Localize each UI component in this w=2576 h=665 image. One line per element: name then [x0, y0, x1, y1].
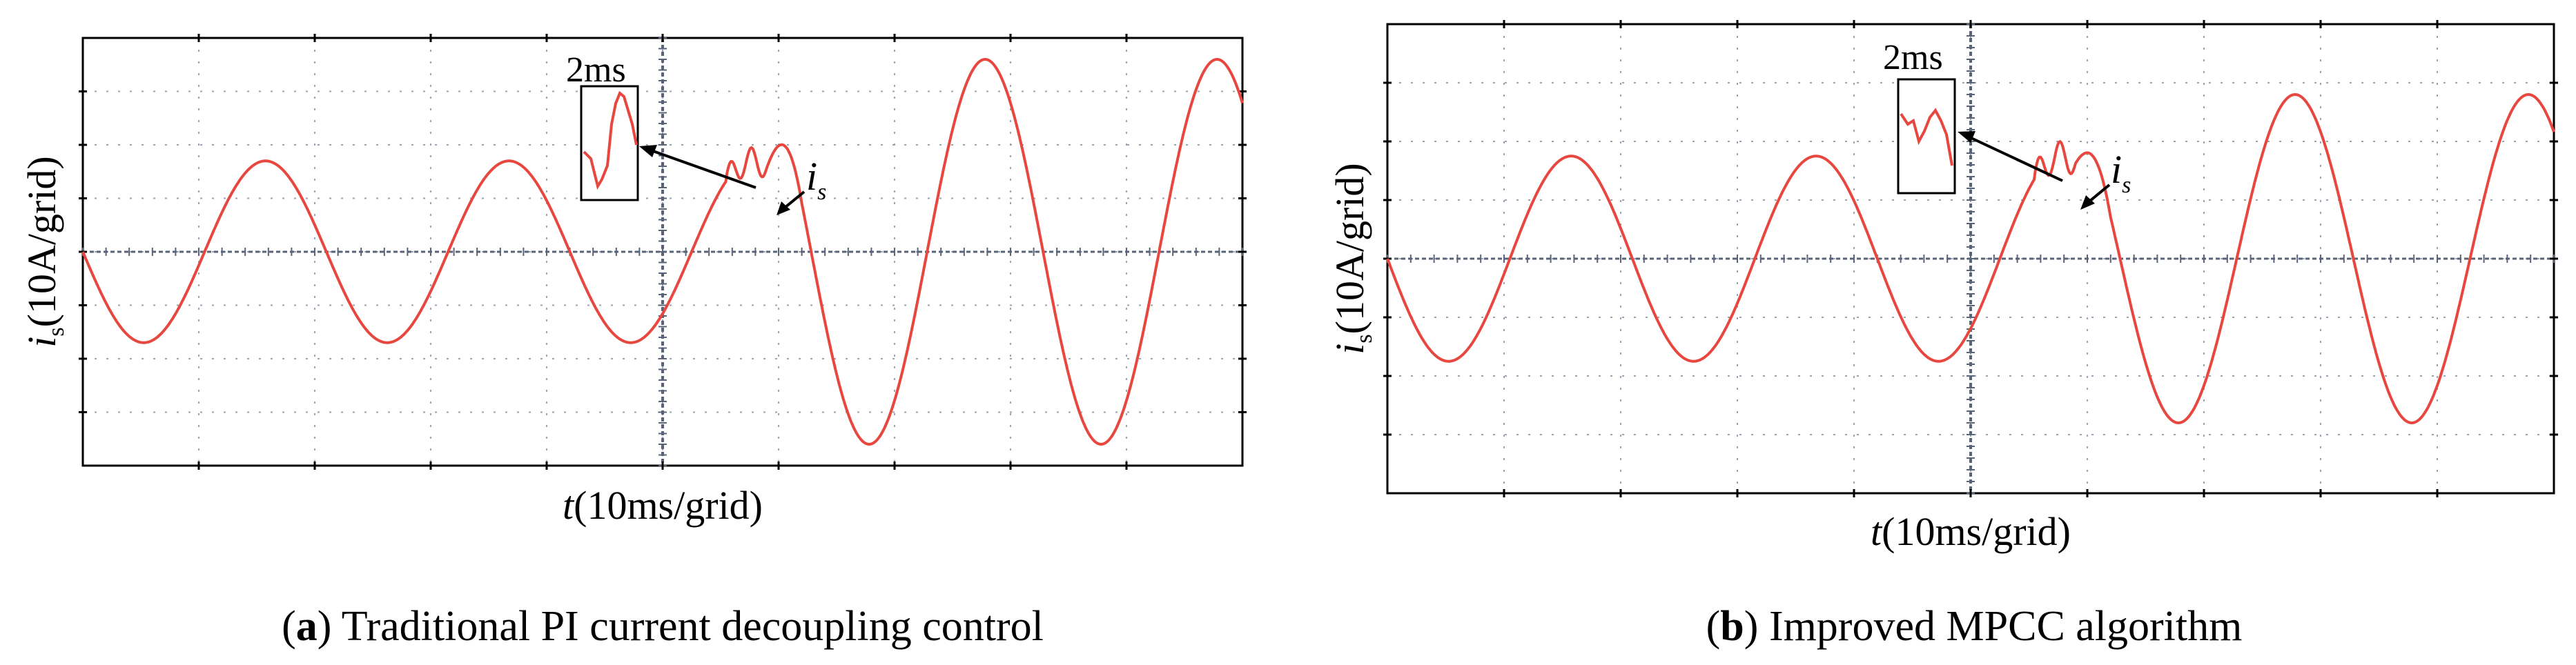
panel-a-grid: [79, 34, 1247, 470]
panel-b: 2ms is t(10ms/grid) is(10A/grid) (b) Imp…: [1327, 20, 2558, 650]
panel-b-inset-arrow: [1963, 133, 2063, 182]
panel-b-annotation: is: [1958, 131, 2131, 210]
panel-b-trace: [1386, 93, 2555, 424]
panel-a-inset-arrowhead: [639, 145, 657, 157]
panel-b-is-arrowhead: [2080, 195, 2095, 210]
panel-a-is-label: is: [806, 154, 826, 205]
panel-b-inset-trace: [1900, 108, 1953, 166]
panel-a-annotation: is: [639, 145, 826, 215]
panel-b-xlabel: t(10ms/grid): [1871, 509, 2071, 554]
panel-a-inset-label: 2ms: [566, 50, 626, 90]
panel-b-inset-box: [1897, 78, 1956, 195]
panel-a-current-trace: [81, 58, 1244, 446]
panel-b-inset: 2ms: [1883, 38, 1956, 195]
panel-b-current-trace: [1386, 93, 2555, 424]
panel-a-inset-trace: [583, 90, 638, 190]
panel-a-inset-arrow: [645, 147, 757, 189]
panel-a-is-arrowhead: [777, 201, 790, 215]
panel-b-inset-arrowhead: [1958, 131, 1975, 143]
panel-b-is-label: is: [2111, 147, 2131, 198]
panel-a-ylabel: is(10A/grid): [19, 156, 69, 347]
panel-b-grid: [1383, 20, 2558, 497]
panel-a-trace: [81, 58, 1244, 446]
panel-a-xlabel: t(10ms/grid): [563, 483, 763, 528]
panel-a: 2ms is t(10ms/grid) is(10A/grid) (a) Tra…: [19, 34, 1247, 650]
panel-b-caption: (b) Improved MPCC algorithm: [1706, 603, 2243, 650]
panel-a-inset: 2ms: [566, 50, 639, 201]
panel-b-inset-label: 2ms: [1883, 38, 1943, 77]
panel-a-caption: (a) Traditional PI current decoupling co…: [282, 603, 1044, 650]
panel-b-ylabel: is(10A/grid): [1327, 163, 1377, 354]
